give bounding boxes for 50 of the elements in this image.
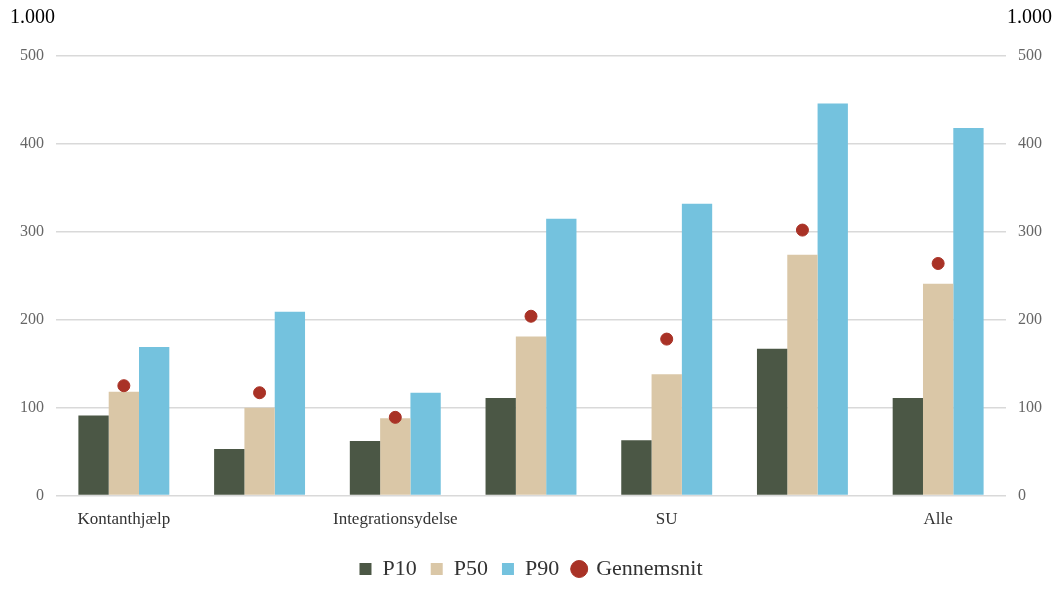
y-tick-label: 500 bbox=[20, 46, 44, 64]
y-tick-label: 300 bbox=[20, 222, 44, 240]
legend-label: P50 bbox=[453, 554, 488, 580]
bar bbox=[621, 440, 652, 495]
point bbox=[117, 379, 131, 393]
x-tick-label: Integrationsydelse bbox=[332, 509, 458, 529]
y-tick-label: 200 bbox=[20, 309, 44, 327]
point bbox=[524, 309, 538, 323]
bar bbox=[892, 398, 923, 495]
point bbox=[388, 410, 402, 424]
bar bbox=[108, 391, 140, 495]
bar bbox=[953, 128, 984, 495]
bar bbox=[922, 283, 954, 495]
y-axis-title: 1.000 bbox=[10, 5, 55, 28]
bar bbox=[546, 218, 577, 495]
bar bbox=[274, 311, 306, 495]
bar bbox=[651, 374, 682, 495]
y-tick-label: 400 bbox=[20, 134, 44, 152]
y2-tick-label: 500 bbox=[1018, 46, 1042, 64]
legend-label: P90 bbox=[524, 554, 560, 580]
bar bbox=[410, 392, 441, 495]
bar bbox=[787, 254, 818, 495]
y2-tick-label: 200 bbox=[1018, 309, 1042, 327]
y2-tick-label: 300 bbox=[1018, 222, 1042, 240]
bar bbox=[515, 336, 547, 495]
bar bbox=[214, 449, 245, 495]
bar bbox=[78, 415, 109, 495]
bar bbox=[485, 398, 516, 495]
legend-label: Gennemsnit bbox=[596, 554, 703, 580]
y2-tick-label: 100 bbox=[1018, 397, 1042, 415]
point bbox=[795, 223, 809, 237]
bar bbox=[756, 348, 788, 495]
x-tick-label: Alle bbox=[923, 509, 953, 529]
y2-tick-label: 400 bbox=[1018, 134, 1042, 152]
x-tick-label: SU bbox=[655, 509, 678, 529]
y2-axis-title: 1.000 bbox=[1007, 5, 1052, 28]
legend-label: P10 bbox=[382, 554, 417, 580]
x-tick-label: Kontanthjælp bbox=[77, 509, 171, 529]
y-tick-label: 0 bbox=[36, 485, 44, 503]
y-tick-label: 100 bbox=[20, 397, 44, 415]
bar bbox=[244, 407, 275, 495]
bar bbox=[817, 103, 848, 495]
bar bbox=[380, 418, 411, 495]
point bbox=[660, 332, 674, 346]
point bbox=[253, 386, 267, 400]
point bbox=[931, 256, 945, 270]
bar bbox=[681, 203, 713, 495]
bar bbox=[349, 441, 381, 495]
bar bbox=[139, 347, 170, 495]
y2-tick-label: 0 bbox=[1018, 485, 1026, 503]
